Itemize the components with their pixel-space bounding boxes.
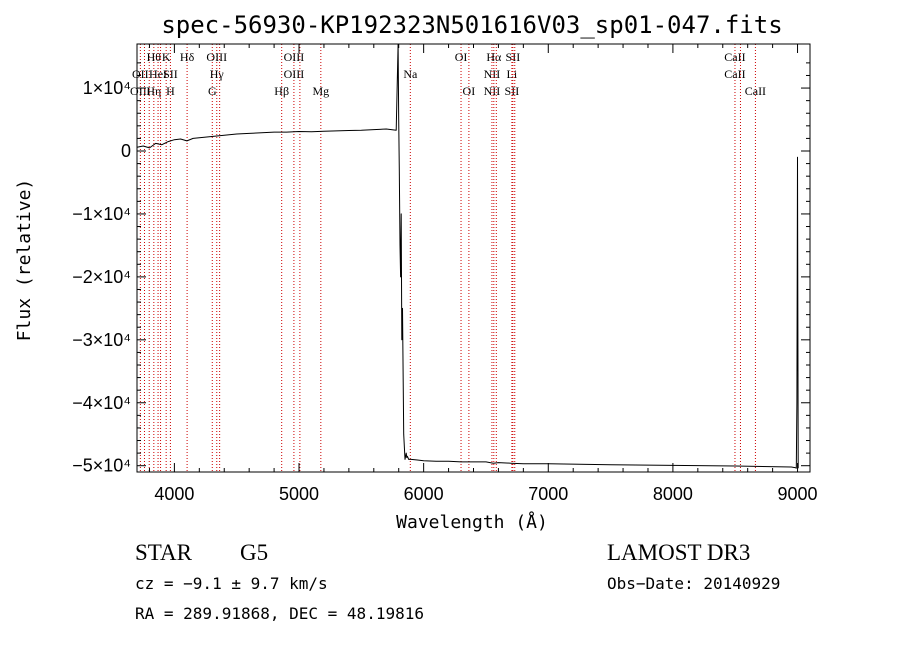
spectral-line-label: Li xyxy=(507,67,518,81)
spectral-line-label: Mg xyxy=(312,84,329,98)
y-tick-label: −4×10⁴ xyxy=(72,393,131,413)
x-tick-label: 7000 xyxy=(528,484,568,504)
spectral-line-label: NII xyxy=(484,67,501,81)
y-axis-label: Flux (relative) xyxy=(14,179,35,342)
x-tick-label: 9000 xyxy=(778,484,818,504)
spectral-line-label: OIII xyxy=(130,84,151,98)
y-tick-label: −3×10⁴ xyxy=(72,330,131,350)
ra-dec: RA = 289.91868, DEC = 48.19816 xyxy=(135,604,424,623)
x-axis-label: Wavelength (Å) xyxy=(396,511,548,533)
spectral-line-label: SII xyxy=(163,67,178,81)
y-tick-label: −2×10⁴ xyxy=(72,267,131,287)
x-tick-label: 5000 xyxy=(279,484,319,504)
spectral-line-label: H xyxy=(166,84,175,98)
spectral-line-label: CaII xyxy=(724,67,745,81)
spectral-line-label: Na xyxy=(403,67,418,81)
spectral-lines-layer: OII OIII Hθ Hη HeI K SII H Hδ G OIII Hγ Hβ OIII OIII Mg… xyxy=(130,44,766,472)
spectral-line-label: CaII xyxy=(724,50,745,64)
x-tick-label: 6000 xyxy=(404,484,444,504)
x-tick-label: 8000 xyxy=(653,484,693,504)
y-tick-label: 0 xyxy=(121,141,131,161)
survey-name: LAMOST DR3 xyxy=(607,540,751,565)
spectral-line-label: OI xyxy=(463,84,476,98)
spectral-line-label: SII xyxy=(505,84,520,98)
spectral-line-label: OIII xyxy=(284,50,305,64)
spectral-line-label: K xyxy=(162,50,171,64)
x-axis: 4000 5000 6000 7000 8000 9000 xyxy=(148,44,818,504)
spectral-line-label: G xyxy=(208,84,217,98)
object-class: STAR xyxy=(135,540,192,565)
chart-title: spec-56930-KP192323N501616V03_sp01-047.f… xyxy=(161,11,782,39)
y-tick-label: 1×10⁴ xyxy=(83,78,131,98)
spectral-line-label: OI xyxy=(455,50,468,64)
y-axis: 1×10⁴ 0 −1×10⁴ −2×10⁴ −3×10⁴ −4×10⁴ −5×10⁴ xyxy=(72,62,810,476)
object-subclass: G5 xyxy=(240,540,269,565)
y-tick-label: −5×10⁴ xyxy=(72,456,131,476)
series-layer xyxy=(136,43,799,469)
redshift-cz: cz = −9.1 ± 9.7 km/s xyxy=(135,574,328,593)
spectral-line-label: Hβ xyxy=(274,84,289,98)
spectral-line-label: NII xyxy=(484,84,501,98)
spectral-line-label: Hα xyxy=(486,50,502,64)
spectral-line-label: OII xyxy=(132,67,149,81)
spectral-line-label: SII xyxy=(506,50,521,64)
y-tick-label: −1×10⁴ xyxy=(72,204,131,224)
spectral-line-label: HeI xyxy=(149,67,167,81)
spectral-line-label: OIII xyxy=(284,67,305,81)
spectral-line-label: Hδ xyxy=(180,50,195,64)
x-tick-label: 4000 xyxy=(154,484,194,504)
plot-frame xyxy=(136,43,811,473)
observation-date: Obs−Date: 20140929 xyxy=(607,574,781,593)
spectral-line-label: OIII xyxy=(206,50,227,64)
spectral-line-label: Hγ xyxy=(210,67,225,81)
spectral-line-label: CaII xyxy=(745,84,766,98)
spectral-line-label: Hθ xyxy=(147,50,162,64)
spectral-line-label: Hη xyxy=(146,84,161,98)
spectrum-line xyxy=(136,43,799,469)
